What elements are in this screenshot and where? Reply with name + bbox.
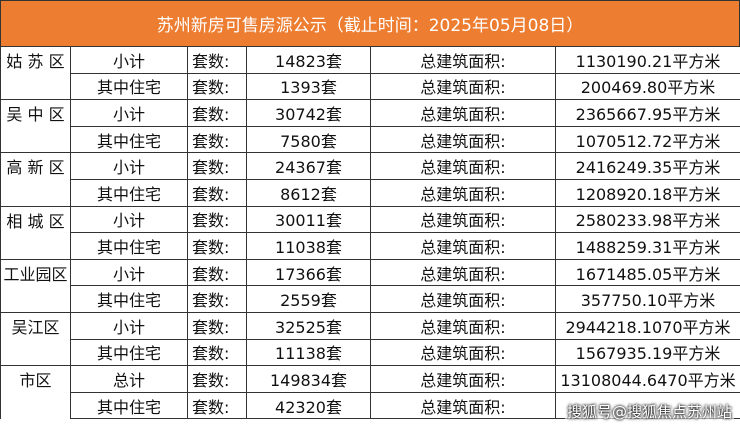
area-value: 2580233.98平方米	[555, 205, 740, 234]
type-cell: 其中住宅	[70, 178, 188, 207]
area-value: 1130190.21平方米	[555, 46, 740, 74]
table-row: 其中住宅 套数: 1393套 总建筑面积: 200469.80平方米	[0, 72, 740, 101]
district-cell	[0, 285, 71, 313]
count-label: 套数:	[187, 285, 247, 313]
area-value: 1671485.05平方米	[555, 258, 740, 287]
area-label: 总建筑面积:	[370, 152, 556, 180]
count-label: 套数:	[187, 152, 247, 180]
area-value: 200469.80平方米	[555, 72, 740, 101]
count-label: 套数:	[187, 338, 247, 367]
area-label: 总建筑面积:	[370, 365, 556, 393]
district-cell: 高 新 区	[0, 152, 71, 180]
district-cell	[0, 73, 71, 100]
count-label: 套数:	[187, 365, 247, 393]
type-cell: 其中住宅	[70, 232, 188, 260]
table-row: 吴 中 区小计 套数: 30742套 总建筑面积: 2365667.95平方米	[0, 99, 740, 127]
area-value: 2416249.35平方米	[555, 152, 740, 180]
district-cell	[0, 392, 71, 419]
district-cell	[0, 339, 71, 366]
district-cell	[0, 232, 71, 260]
district-cell: 工业园区	[0, 258, 71, 286]
area-value: 357750.10平方米	[555, 285, 740, 313]
type-cell: 小计	[70, 46, 188, 74]
type-cell: 其中住宅	[70, 72, 188, 101]
count-label: 套数:	[187, 72, 247, 101]
district-cell: 吴江区	[0, 311, 71, 340]
district-cell	[0, 126, 71, 153]
table-row: 姑 苏 区小计 套数: 14823套 总建筑面积: 1130190.21平方米	[0, 46, 740, 74]
count-value: 17366套	[246, 258, 371, 287]
count-value: 32525套	[246, 311, 371, 340]
area-label: 总建筑面积:	[370, 285, 556, 313]
count-label: 套数:	[187, 391, 247, 420]
count-value: 30011套	[246, 205, 371, 234]
district-cell	[0, 179, 71, 207]
area-label: 总建筑面积:	[370, 258, 556, 287]
area-label: 总建筑面积:	[370, 311, 556, 340]
count-value: 30742套	[246, 99, 371, 127]
district-cell: 姑 苏 区	[0, 46, 71, 74]
table-row: 相 城 区小计 套数: 30011套 总建筑面积: 2580233.98平方米	[0, 205, 740, 234]
count-label: 套数:	[187, 178, 247, 207]
count-value: 8612套	[246, 178, 371, 207]
area-value: 1208920.18平方米	[555, 178, 740, 207]
count-value: 24367套	[246, 152, 371, 180]
watermark: 搜狐号@搜狐焦点苏州站	[564, 401, 734, 422]
count-label: 套数:	[187, 205, 247, 234]
table-row: 工业园区 小计 套数: 17366套 总建筑面积: 1671485.05平方米	[0, 258, 740, 287]
table-row: 其中住宅 套数: 11038套 总建筑面积: 1488259.31平方米	[0, 232, 740, 260]
area-label: 总建筑面积:	[370, 391, 556, 420]
table-title: 苏州新房可售房源公示（截止时间：2025年05月08日）	[0, 0, 740, 46]
area-label: 总建筑面积:	[370, 232, 556, 260]
table-row: 吴江区 小计 套数: 32525套 总建筑面积: 2944218.1070平方米	[0, 311, 740, 340]
type-cell: 小计	[70, 205, 188, 234]
area-label: 总建筑面积:	[370, 125, 556, 154]
type-cell: 小计	[70, 99, 188, 127]
count-value: 42320套	[246, 391, 371, 420]
table-row: 其中住宅 套数: 8612套 总建筑面积: 1208920.18平方米	[0, 178, 740, 207]
count-value: 7580套	[246, 125, 371, 154]
table-row: 高 新 区小计 套数: 24367套 总建筑面积: 2416249.35平方米	[0, 152, 740, 180]
count-label: 套数:	[187, 99, 247, 127]
count-label: 套数:	[187, 232, 247, 260]
table-row: 市区 总计 套数: 149834套 总建筑面积: 13108044.6470平方米	[0, 365, 740, 393]
area-value: 2365667.95平方米	[555, 99, 740, 127]
count-value: 14823套	[246, 46, 371, 74]
area-label: 总建筑面积:	[370, 338, 556, 367]
count-label: 套数:	[187, 258, 247, 287]
area-value: 1070512.72平方米	[555, 125, 740, 154]
area-value: 2944218.1070平方米	[555, 311, 740, 340]
count-value: 149834套	[246, 365, 371, 393]
area-value: 13108044.6470平方米	[555, 365, 740, 393]
count-value: 2559套	[246, 285, 371, 313]
type-cell: 小计	[70, 152, 188, 180]
count-label: 套数:	[187, 125, 247, 154]
type-cell: 其中住宅	[70, 391, 188, 420]
count-value: 1393套	[246, 72, 371, 101]
district-cell: 吴 中 区	[0, 99, 71, 127]
count-label: 套数:	[187, 46, 247, 74]
type-cell: 小计	[70, 258, 188, 287]
area-label: 总建筑面积:	[370, 72, 556, 101]
type-cell: 总计	[70, 365, 188, 393]
count-value: 11038套	[246, 232, 371, 260]
area-label: 总建筑面积:	[370, 99, 556, 127]
district-cell: 市区	[0, 365, 71, 393]
count-value: 11138套	[246, 338, 371, 367]
type-cell: 其中住宅	[70, 125, 188, 154]
area-label: 总建筑面积:	[370, 46, 556, 74]
type-cell: 其中住宅	[70, 338, 188, 367]
type-cell: 其中住宅	[70, 285, 188, 313]
type-cell: 小计	[70, 311, 188, 340]
area-label: 总建筑面积:	[370, 178, 556, 207]
table-row: 其中住宅 套数: 2559套 总建筑面积: 357750.10平方米	[0, 285, 740, 313]
table-row: 其中住宅 套数: 11138套 总建筑面积: 1567935.19平方米	[0, 338, 740, 367]
area-value: 1567935.19平方米	[555, 338, 740, 367]
area-value: 1488259.31平方米	[555, 232, 740, 260]
listing-table: 姑 苏 区小计 套数: 14823套 总建筑面积: 1130190.21平方米 其中住宅套…	[0, 46, 740, 420]
count-label: 套数:	[187, 311, 247, 340]
area-label: 总建筑面积:	[370, 205, 556, 234]
district-cell: 相 城 区	[0, 205, 71, 233]
table-row: 其中住宅 套数: 7580套 总建筑面积: 1070512.72平方米	[0, 125, 740, 154]
